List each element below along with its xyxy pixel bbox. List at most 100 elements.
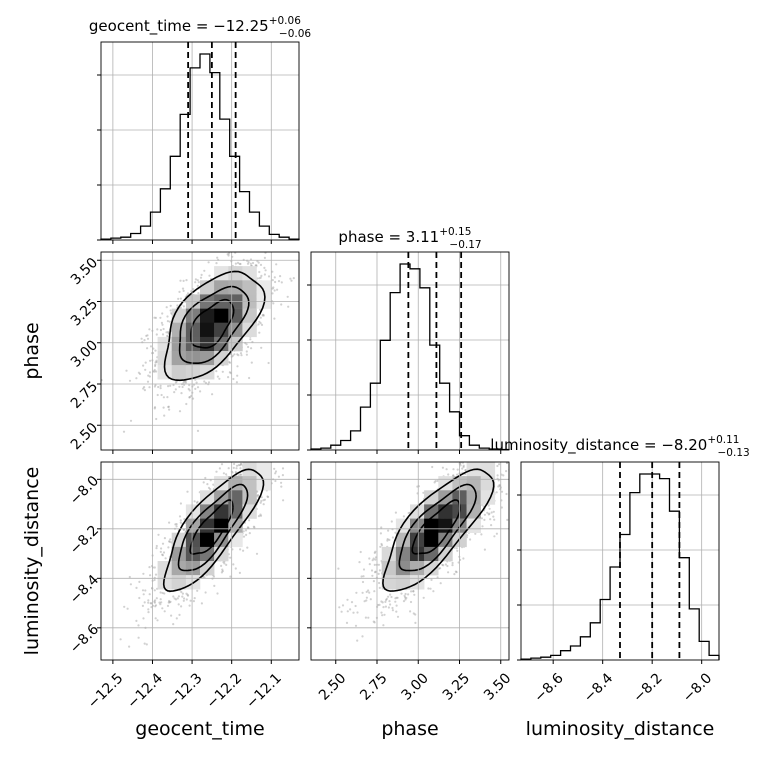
scatter-point <box>258 270 261 274</box>
scatter-point <box>378 603 381 607</box>
scatter-point <box>155 359 158 362</box>
scatter-point <box>282 499 285 502</box>
scatter-point <box>145 643 148 646</box>
scatter-point <box>192 288 195 291</box>
scatter-point <box>377 563 380 566</box>
scatter-point <box>250 454 252 456</box>
scatter-point <box>422 596 425 599</box>
scatter-point <box>234 567 237 570</box>
scatter-point <box>273 448 275 450</box>
scatter-point <box>228 371 231 374</box>
scatter-point <box>142 364 145 367</box>
scatter-point <box>162 396 165 399</box>
scatter-point <box>147 599 150 602</box>
scatter-point <box>461 467 464 470</box>
scatter-point <box>442 564 445 567</box>
scatter-point <box>263 273 266 276</box>
scatter-point <box>505 462 509 465</box>
scatter-point <box>273 276 276 279</box>
scatter-point <box>274 470 278 473</box>
scatter-point <box>262 499 265 502</box>
scatter-point <box>181 385 184 389</box>
scatter-point <box>144 368 147 371</box>
scatter-point <box>273 458 275 460</box>
scatter-point <box>367 616 370 619</box>
scatter-point <box>361 635 364 638</box>
scatter-point <box>207 381 211 384</box>
scatter-point <box>407 511 410 515</box>
scatter-point <box>390 520 393 523</box>
scatter-point <box>236 374 239 377</box>
scatter-point <box>260 274 263 277</box>
scatter-point <box>245 533 248 537</box>
scatter-point <box>233 353 236 356</box>
scatter-point <box>436 576 439 579</box>
scatter-point <box>216 592 219 595</box>
scatter-point <box>453 573 456 576</box>
scatter-point <box>147 374 150 377</box>
scatter-point <box>380 544 384 547</box>
scatter-point <box>386 538 389 541</box>
scatter-point <box>138 596 141 600</box>
scatter-point <box>252 235 254 237</box>
scatter-point <box>470 452 472 454</box>
scatter-point <box>148 328 151 331</box>
scatter-point <box>456 468 459 471</box>
scatter-point <box>459 464 462 467</box>
scatter-point <box>182 279 185 282</box>
scatter-point <box>212 575 216 578</box>
scatter-point <box>194 278 197 281</box>
scatter-point <box>492 515 495 518</box>
scatter-point <box>153 316 156 319</box>
scatter-point <box>150 606 153 609</box>
scatter-point <box>119 638 122 641</box>
scatter-point <box>183 518 186 521</box>
scatter-point <box>142 572 145 575</box>
scatter-point <box>412 590 415 593</box>
scatter-point <box>222 561 225 564</box>
scatter-point <box>149 602 152 605</box>
scatter-point <box>143 642 146 645</box>
scatter-point <box>162 406 165 409</box>
scatter-point <box>148 375 151 378</box>
scatter-point <box>377 572 380 576</box>
scatter-point <box>248 519 251 522</box>
scatter-point <box>287 305 290 308</box>
scatter-point <box>364 616 367 619</box>
scatter-point <box>236 365 239 368</box>
scatter-point <box>188 389 191 392</box>
scatter-point <box>240 354 243 357</box>
scatter-point <box>422 491 425 494</box>
scatter-point <box>161 591 164 595</box>
scatter-point <box>273 467 276 470</box>
scatter-point <box>178 385 181 388</box>
scatter-point <box>154 383 157 387</box>
scatter-point <box>258 320 261 323</box>
scatter-point <box>262 503 265 506</box>
scatter-point <box>387 606 390 609</box>
scatter-point <box>196 429 200 432</box>
scatter-point <box>185 592 188 595</box>
scatter-point <box>247 432 249 434</box>
scatter-point <box>220 571 223 574</box>
scatter-point <box>146 334 149 337</box>
scatter-point <box>160 321 163 324</box>
scatter-point <box>199 276 203 279</box>
scatter-point <box>268 432 270 434</box>
scatter-point <box>276 288 279 291</box>
scatter-point <box>168 521 171 524</box>
scatter-point <box>137 624 140 627</box>
scatter-point <box>385 597 388 601</box>
scatter-point <box>140 337 143 340</box>
scatter-point <box>176 304 179 307</box>
scatter-point <box>202 481 205 484</box>
scatter-point <box>409 610 412 613</box>
scatter-point <box>340 610 343 613</box>
scatter-point <box>490 511 493 514</box>
scatter-point <box>277 475 280 478</box>
scatter-point <box>369 598 372 601</box>
scatter-point <box>372 620 375 623</box>
scatter-point <box>488 507 491 510</box>
scatter-point <box>256 494 259 497</box>
